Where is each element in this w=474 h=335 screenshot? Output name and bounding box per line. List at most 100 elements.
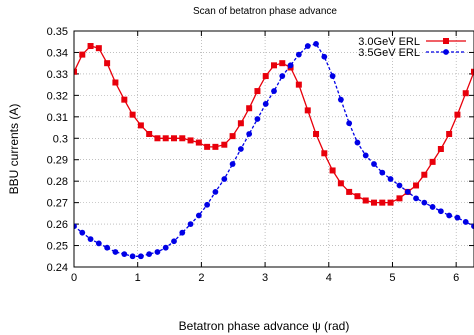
data-point xyxy=(129,253,136,260)
data-point xyxy=(379,169,386,176)
legend-swatch-marker xyxy=(443,38,449,44)
data-point xyxy=(246,105,253,112)
data-point xyxy=(462,90,469,97)
data-point xyxy=(346,120,353,127)
axis-ticks: 0 1 2 3 4 5 6 0.24 0.25 0.26 0.27 0.28 0.29 0.3 0.31 0.… xyxy=(47,26,474,284)
data-point xyxy=(321,53,328,60)
data-point xyxy=(246,131,253,137)
data-point xyxy=(295,51,302,58)
x-tick-label: 5 xyxy=(389,272,395,284)
y-tick-label: 0.24 xyxy=(47,262,68,274)
y-tick-label: 0.27 xyxy=(47,198,68,210)
data-point xyxy=(171,238,177,245)
x-tick-label: 2 xyxy=(198,272,204,284)
data-point xyxy=(112,79,119,86)
data-point xyxy=(221,141,228,148)
data-point xyxy=(454,214,461,221)
data-point xyxy=(387,176,394,182)
data-point xyxy=(74,223,77,230)
data-point xyxy=(304,107,311,114)
legend-label: 3.5GeV ERL xyxy=(358,47,420,59)
grid-lines xyxy=(74,31,474,267)
data-point xyxy=(87,236,94,243)
data-point xyxy=(204,143,211,150)
y-axis-label: BBU currents (A) xyxy=(7,104,21,195)
series-plot-area xyxy=(74,40,474,260)
y-tick-label: 0.31 xyxy=(47,112,68,124)
plot-frame xyxy=(73,30,474,268)
data-point xyxy=(254,88,261,95)
data-point xyxy=(187,221,194,227)
data-point xyxy=(379,199,386,206)
data-point xyxy=(87,43,94,50)
data-point xyxy=(262,73,269,80)
data-point xyxy=(95,45,102,52)
data-point xyxy=(354,139,361,146)
data-point xyxy=(212,189,219,195)
data-point xyxy=(396,195,403,202)
data-point xyxy=(321,150,328,157)
data-point xyxy=(187,137,194,144)
data-point xyxy=(287,62,294,69)
x-tick-label: 3 xyxy=(262,272,268,284)
y-tick-label: 0.34 xyxy=(47,47,68,59)
data-point xyxy=(179,229,186,236)
data-point xyxy=(429,204,436,210)
chart-title: Scan of betatron phase advance xyxy=(193,6,337,17)
data-point xyxy=(437,208,444,215)
x-tick-label: 4 xyxy=(326,272,332,284)
y-tick-label: 0.3 xyxy=(53,133,68,145)
data-point xyxy=(471,68,474,75)
x-tick-label: 0 xyxy=(71,272,77,284)
data-point xyxy=(413,195,419,202)
data-point xyxy=(313,40,319,47)
data-point xyxy=(195,139,202,146)
data-point xyxy=(121,251,128,258)
data-point xyxy=(279,73,286,79)
data-point xyxy=(79,229,86,236)
data-point xyxy=(229,133,236,140)
data-point xyxy=(229,161,236,167)
data-point xyxy=(304,43,311,49)
data-point xyxy=(162,135,169,142)
data-point xyxy=(95,240,102,247)
data-point xyxy=(446,130,453,137)
data-point xyxy=(437,146,444,152)
data-point xyxy=(129,111,136,118)
data-point xyxy=(237,146,244,152)
data-point xyxy=(362,197,369,204)
data-point xyxy=(404,189,411,195)
y-tick-label: 0.28 xyxy=(47,176,68,188)
data-point xyxy=(154,249,161,255)
data-point xyxy=(421,171,428,178)
data-point xyxy=(254,116,261,122)
data-point xyxy=(137,122,144,129)
series-2 xyxy=(74,40,474,260)
data-point xyxy=(387,199,394,206)
data-point xyxy=(195,212,202,219)
x-tick-label: 1 xyxy=(135,272,141,284)
data-point xyxy=(396,182,403,189)
y-tick-label: 0.35 xyxy=(47,26,68,38)
data-point xyxy=(371,199,377,206)
legend-swatch-marker xyxy=(443,49,449,55)
data-point xyxy=(104,244,111,251)
data-point xyxy=(329,73,336,79)
y-tick-label: 0.25 xyxy=(47,241,68,253)
data-point xyxy=(271,62,277,69)
data-point xyxy=(121,96,128,103)
data-point xyxy=(79,51,86,58)
y-tick-label: 0.33 xyxy=(47,69,68,81)
data-point xyxy=(295,81,302,88)
x-axis-label: Betatron phase advance ψ (rad) xyxy=(179,319,350,333)
data-point xyxy=(146,251,153,258)
data-point xyxy=(279,60,286,67)
data-point xyxy=(112,249,119,255)
data-point xyxy=(204,201,211,208)
data-point xyxy=(329,167,336,174)
data-point xyxy=(237,120,244,127)
data-point xyxy=(462,219,469,225)
data-point xyxy=(337,96,344,103)
